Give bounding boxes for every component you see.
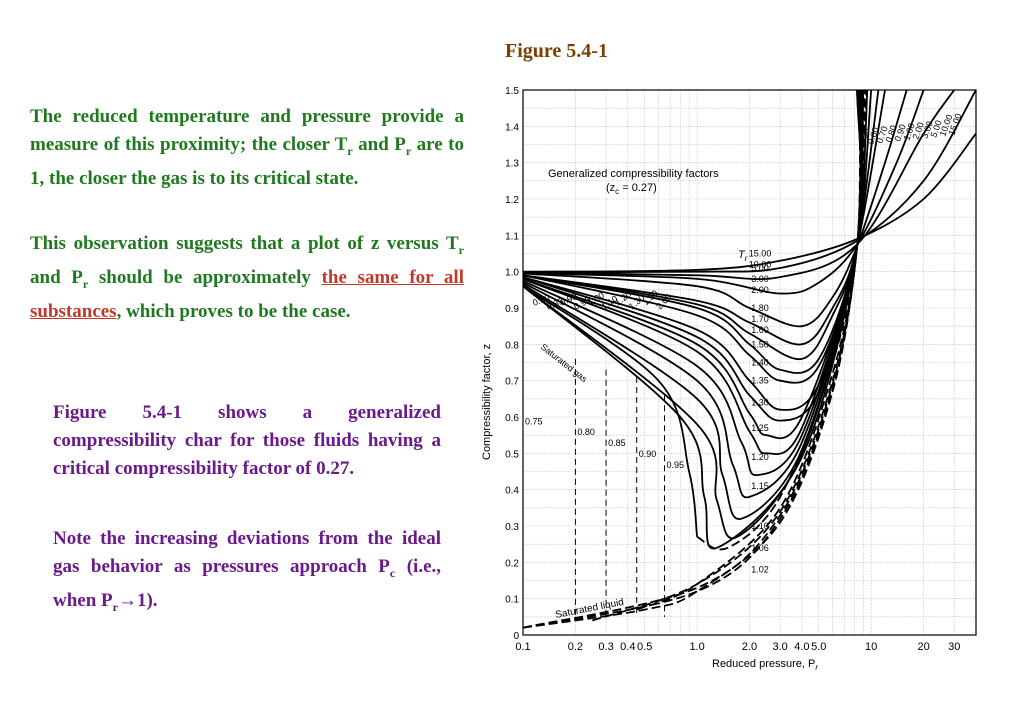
tr-label-1.70: 1.70 xyxy=(751,314,769,324)
y-tick-label: 1.3 xyxy=(505,159,519,170)
y-tick-label: 0.1 xyxy=(505,595,519,606)
text-paragraph-proximity: The reduced temperature and pressure pro… xyxy=(30,106,464,189)
tr-label-5.00: 5.00 xyxy=(751,263,769,273)
y-axis-label: Compressibility factor, z xyxy=(481,344,493,460)
tr-label-1.50: 1.50 xyxy=(751,339,769,349)
isotherm-1.30 xyxy=(522,89,863,440)
x-tick-label: 30 xyxy=(948,641,960,653)
text-paragraph-figure-description: Figure 5.4-1 shows a generalized compres… xyxy=(53,402,441,479)
x-tick-label: 2.0 xyxy=(742,641,757,653)
x-tick-label: 0.1 xyxy=(515,641,530,653)
isotherm-1.40 xyxy=(522,89,865,411)
y-tick-label: 0.8 xyxy=(505,340,519,351)
saturation-dashed-lines xyxy=(522,351,666,617)
saturation-label-0.85: 0.85 xyxy=(608,438,626,448)
text-paragraph-deviation-note: Note the increasing deviations from the … xyxy=(53,528,441,614)
axis-ticks: 00.10.20.30.40.50.60.70.80.91.01.11.21.3… xyxy=(505,86,960,653)
tr-symbol: Tr xyxy=(738,249,748,263)
isotherm-1.00 xyxy=(522,285,698,538)
y-tick-label: 0.7 xyxy=(505,377,519,388)
tr-label-10.00: 10.00 xyxy=(749,259,772,269)
plot-frame xyxy=(522,89,977,636)
text-paragraph-observation: This observation suggests that a plot of… xyxy=(30,233,464,322)
y-tick-label: 0.6 xyxy=(505,413,519,424)
x-tick-label: 0.3 xyxy=(598,641,613,653)
x-tick-label: 1.0 xyxy=(689,641,704,653)
isotherm-1.02 xyxy=(522,89,863,550)
saturation-label-0.75: 0.75 xyxy=(525,416,543,426)
x-tick-label: 0.2 xyxy=(568,641,583,653)
chart-subtitle: (zc = 0.27) xyxy=(606,182,657,196)
liquid-isotherm-1.00 xyxy=(696,89,861,551)
tr-label-3.00: 3.00 xyxy=(751,274,769,284)
y-tick-label: 1.4 xyxy=(505,122,519,133)
saturation-label-0.95: 0.95 xyxy=(667,460,685,470)
tr-label-1.20: 1.20 xyxy=(751,452,769,462)
x-tick-label: 0.5 xyxy=(637,641,652,653)
x-tick-label: 5.0 xyxy=(811,641,826,653)
highlight-same-for-all-substances: the same for all substances xyxy=(30,266,464,322)
isotherm-10.00 xyxy=(522,89,977,273)
chart-title: Generalized compressibility factors xyxy=(548,168,719,180)
tr-label-1.35: 1.35 xyxy=(751,376,769,386)
tr-label-1.06: 1.06 xyxy=(751,543,769,553)
tr-label-1.10: 1.10 xyxy=(751,521,769,531)
y-tick-label: 0.2 xyxy=(505,558,519,569)
figure-title: Figure 5.4-1 xyxy=(505,40,608,62)
tr-label-1.30: 1.30 xyxy=(751,397,769,407)
x-tick-label: 4.0 xyxy=(794,641,809,653)
tr-label-1.80: 1.80 xyxy=(751,303,769,313)
isotherm-curves xyxy=(522,89,977,629)
liquid-isotherm-0.70 xyxy=(522,89,865,629)
x-tick-label: 0.4 xyxy=(620,641,635,653)
y-tick-label: 0 xyxy=(513,631,519,642)
tr-label-1.15: 1.15 xyxy=(751,481,769,491)
tr-label-1.60: 1.60 xyxy=(751,325,769,335)
tr-label-1.02: 1.02 xyxy=(751,565,769,575)
x-axis-label: Reduced pressure, Pr xyxy=(712,658,818,672)
x-tick-label: 10 xyxy=(865,641,877,653)
tr-label-15.00: 15.00 xyxy=(749,249,772,259)
isotherm-2.00 xyxy=(522,89,908,328)
tr-label-1.40: 1.40 xyxy=(751,358,769,368)
x-tick-label: 3.0 xyxy=(773,641,788,653)
tr-label-1.25: 1.25 xyxy=(751,423,769,433)
y-tick-label: 0.4 xyxy=(505,486,519,497)
y-tick-label: 0.9 xyxy=(505,304,519,315)
saturation-label-0.80: 0.80 xyxy=(577,427,595,437)
y-tick-label: 1.1 xyxy=(505,231,519,242)
y-tick-label: 0.5 xyxy=(505,449,519,460)
x-tick-label: 20 xyxy=(917,641,929,653)
y-tick-label: 1.0 xyxy=(505,268,519,279)
y-tick-label: 0.3 xyxy=(505,522,519,533)
saturated-gas-label: Saturated gas xyxy=(539,342,590,385)
isotherm-1.50 xyxy=(522,89,869,384)
tr-label-2.00: 2.00 xyxy=(751,285,769,295)
y-tick-label: 1.2 xyxy=(505,195,519,206)
y-tick-label: 1.5 xyxy=(505,86,519,97)
saturation-label-0.90: 0.90 xyxy=(639,449,657,459)
isotherm-3.00 xyxy=(522,89,925,295)
compressibility-chart: 00.10.20.30.40.50.60.70.80.91.01.11.21.3… xyxy=(481,86,977,672)
isotherm-5.00 xyxy=(522,89,955,281)
liquid-isotherm-0.50 xyxy=(522,89,868,629)
liquid-isotherm-0.80 xyxy=(592,89,863,622)
